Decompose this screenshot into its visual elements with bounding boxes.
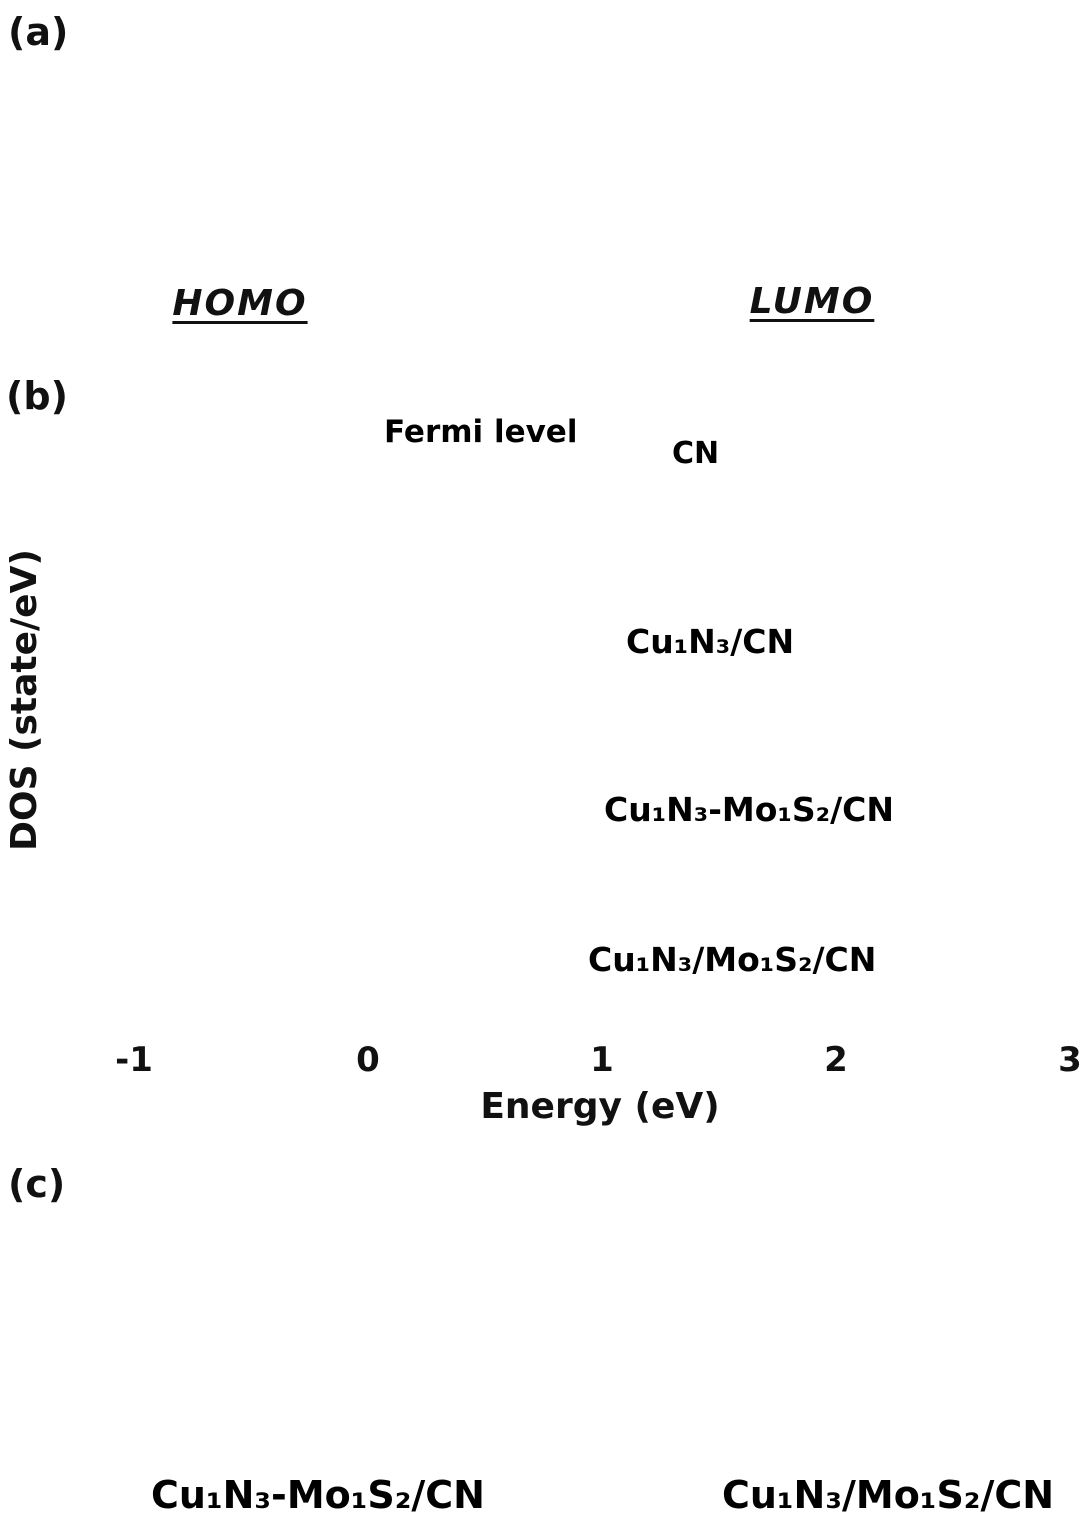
fermi-level-label: Fermi level	[384, 414, 578, 450]
charge-diff-image-cu1n3-mo1s2-cn	[20, 1158, 540, 1476]
lumo-label: LUMO	[749, 281, 875, 322]
plot-label-cn: CN	[672, 436, 720, 471]
homo-isosurface-image	[10, 4, 540, 330]
x-tick-3: 3	[1058, 1040, 1080, 1080]
caption-cu1n3-mo1s2-cn: Cu₁N₃-Mo₁S₂/CN	[151, 1473, 485, 1517]
panel-a-tag: (a)	[8, 10, 69, 54]
charge-diff-image-cu1n3-slash-mo1s2-cn	[560, 1158, 1080, 1476]
panel-c-tag: (c)	[8, 1162, 66, 1206]
panel-b-tag: (b)	[6, 374, 68, 418]
plot-label-cu1n3-slash-mo1s2-cn: Cu₁N₃/Mo₁S₂/CN	[588, 940, 877, 979]
plot-label-cu1n3-mo1s2-cn: Cu₁N₃-Mo₁S₂/CN	[604, 790, 895, 829]
x-tick-2: 2	[824, 1040, 848, 1080]
caption-cu1n3-slash-mo1s2-cn: Cu₁N₃/Mo₁S₂/CN	[721, 1473, 1055, 1517]
plot-label-cu1n3-cn: Cu₁N₃/CN	[626, 622, 795, 661]
x-tick-0: 0	[356, 1040, 380, 1080]
homo-label: HOMO	[172, 283, 308, 324]
x-axis-title: Energy (eV)	[480, 1086, 720, 1127]
x-tick--1: -1	[115, 1040, 153, 1080]
x-tick-1: 1	[590, 1040, 614, 1080]
y-axis-title: DOS (state/eV)	[4, 549, 45, 851]
